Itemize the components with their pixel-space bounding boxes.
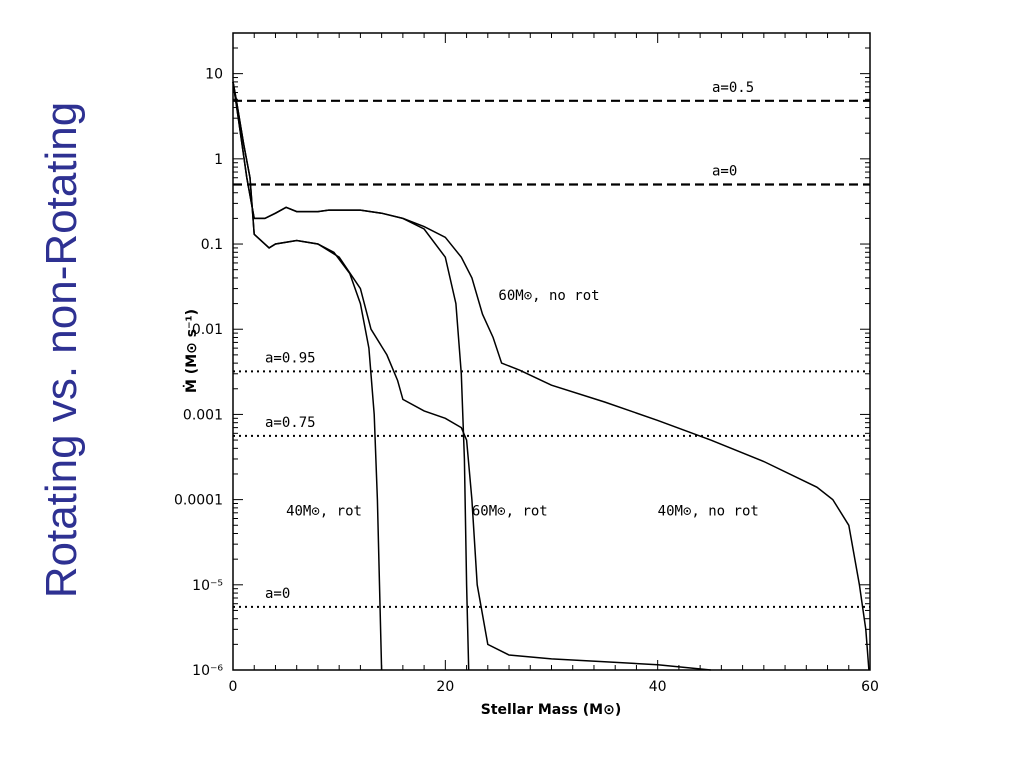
reference-label-a-0-75-dotted: a=0.75 bbox=[265, 415, 316, 431]
reference-label-a-0-dashed: a=0 bbox=[712, 163, 737, 179]
annotations: 60M⊙, no rot 40M⊙, rot 60M⊙, rot 40M⊙, no r… bbox=[286, 288, 759, 519]
x-tick-label: 0 bbox=[229, 679, 238, 695]
x-axis-title: Stellar Mass (M⊙) bbox=[481, 702, 621, 718]
series-line-60m-no-rot bbox=[232, 81, 470, 671]
y-tick-label: 0.0001 bbox=[174, 493, 223, 509]
x-tick-label: 40 bbox=[649, 679, 667, 695]
annotation-40m-no-rot: 40M⊙, no rot bbox=[658, 504, 759, 520]
annotation-40m-rot: 40M⊙, rot bbox=[286, 504, 362, 520]
series-lines bbox=[232, 81, 870, 671]
plot-frame bbox=[232, 32, 871, 671]
axis-ticks bbox=[232, 32, 871, 671]
tick-labels: 0 20 40 60 10 1 0.1 0.01 0.001 0.0001 10⁻⁵ 10⁻⁶ bbox=[174, 67, 879, 695]
y-tick-label: 10⁻⁵ bbox=[192, 578, 223, 594]
y-tick-label: 0.1 bbox=[201, 237, 223, 253]
y-axis-title: Ṁ (M⊙ s⁻¹) bbox=[183, 309, 200, 393]
y-tick-label: 10 bbox=[205, 67, 223, 83]
series-line-40m-rot bbox=[232, 81, 383, 671]
series-line-40m-no-rot bbox=[232, 81, 870, 671]
annotation-60m-rot: 60M⊙, rot bbox=[472, 504, 548, 520]
series-line-60m-rot bbox=[232, 81, 711, 671]
y-tick-label: 1 bbox=[214, 152, 223, 168]
reference-label-a-0-95-dotted: a=0.95 bbox=[265, 350, 316, 366]
annotation-60m-no-rot: 60M⊙, no rot bbox=[498, 288, 599, 304]
y-tick-label: 10⁻⁶ bbox=[192, 663, 223, 679]
x-tick-label: 60 bbox=[861, 679, 879, 695]
x-tick-label: 20 bbox=[436, 679, 454, 695]
y-tick-label: 0.01 bbox=[192, 322, 223, 338]
reference-label-a-0-5-dashed: a=0.5 bbox=[712, 80, 754, 96]
y-tick-label: 0.001 bbox=[183, 407, 223, 423]
reference-lines: a=0.5 a=0 a=0.95 a=0.75 a=0 bbox=[233, 80, 870, 608]
reference-label-a-0-dotted: a=0 bbox=[265, 586, 290, 602]
